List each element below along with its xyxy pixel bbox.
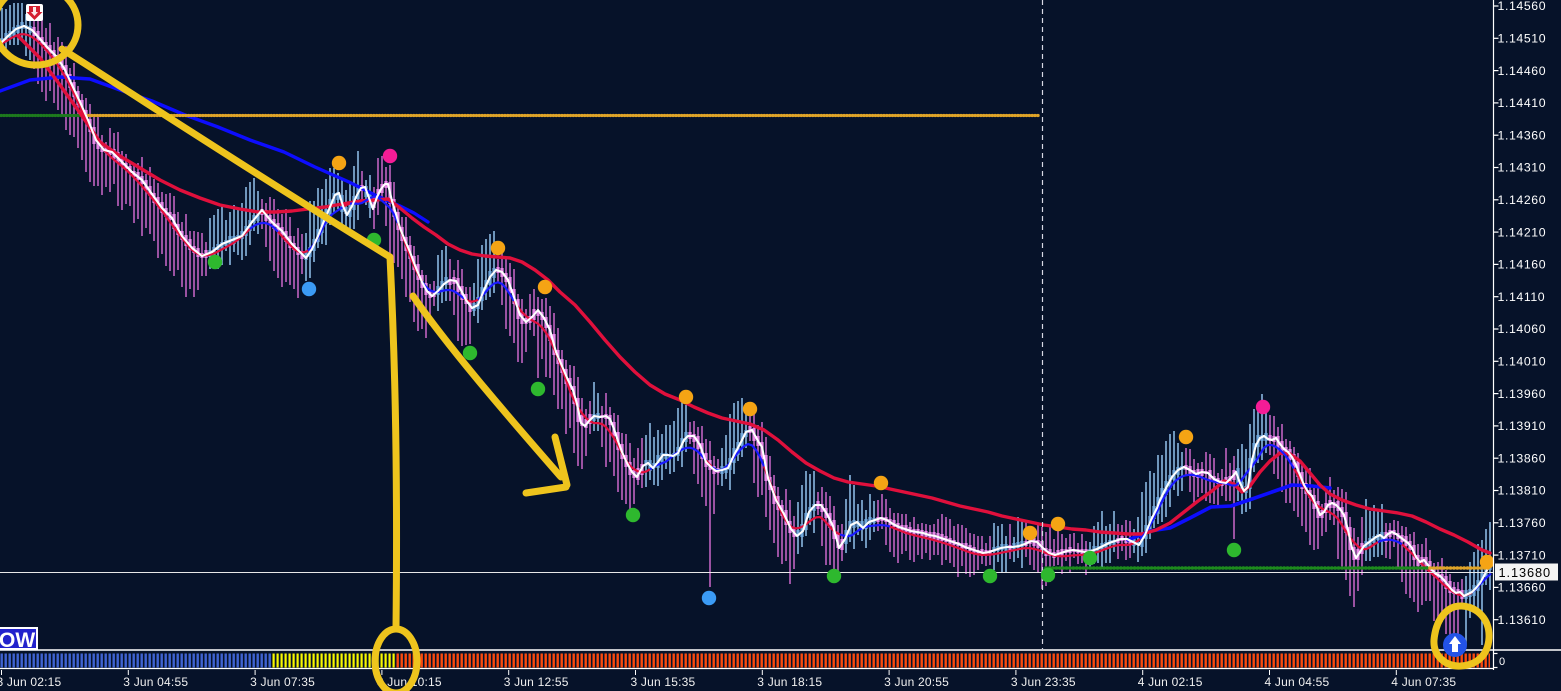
svg-text:1.14260: 1.14260 bbox=[1498, 193, 1547, 207]
svg-text:1.14510: 1.14510 bbox=[1498, 32, 1547, 46]
svg-text:3 Jun 23:35: 3 Jun 23:35 bbox=[1011, 675, 1076, 689]
svg-text:4 Jun 02:15: 4 Jun 02:15 bbox=[1138, 675, 1203, 689]
svg-text:3 Jun 18:15: 3 Jun 18:15 bbox=[757, 675, 822, 689]
svg-text:3 Jun 02:15: 3 Jun 02:15 bbox=[0, 675, 62, 689]
svg-text:1.13910: 1.13910 bbox=[1498, 419, 1547, 433]
svg-text:3 Jun 04:55: 3 Jun 04:55 bbox=[123, 675, 188, 689]
svg-text:1.13760: 1.13760 bbox=[1498, 516, 1547, 530]
svg-text:1.14010: 1.14010 bbox=[1498, 355, 1547, 369]
svg-text:1.14310: 1.14310 bbox=[1498, 161, 1547, 175]
svg-text:3 Jun 15:35: 3 Jun 15:35 bbox=[631, 675, 696, 689]
svg-text:1.14160: 1.14160 bbox=[1498, 258, 1547, 272]
svg-text:4 Jun 07:35: 4 Jun 07:35 bbox=[1391, 675, 1456, 689]
svg-text:1.14110: 1.14110 bbox=[1498, 290, 1546, 304]
svg-text:OW: OW bbox=[0, 629, 35, 652]
svg-text:1.13810: 1.13810 bbox=[1498, 484, 1547, 498]
svg-text:1.13610: 1.13610 bbox=[1498, 613, 1547, 627]
svg-text:1.14560: 1.14560 bbox=[1498, 0, 1547, 13]
svg-text:4 Jun 04:55: 4 Jun 04:55 bbox=[1265, 675, 1330, 689]
svg-text:1.14410: 1.14410 bbox=[1498, 96, 1547, 110]
svg-text:1.14210: 1.14210 bbox=[1498, 225, 1547, 239]
svg-text:1.13710: 1.13710 bbox=[1498, 548, 1547, 562]
svg-text:1.13680: 1.13680 bbox=[1499, 565, 1552, 580]
svg-text:1.13960: 1.13960 bbox=[1498, 387, 1547, 401]
svg-text:0: 0 bbox=[1499, 656, 1505, 668]
svg-text:1.14360: 1.14360 bbox=[1498, 128, 1547, 142]
svg-text:1.13660: 1.13660 bbox=[1498, 581, 1547, 595]
svg-text:3 Jun 07:35: 3 Jun 07:35 bbox=[250, 675, 315, 689]
svg-text:1.14460: 1.14460 bbox=[1498, 64, 1547, 78]
svg-text:1.13860: 1.13860 bbox=[1498, 451, 1547, 465]
svg-text:1.14060: 1.14060 bbox=[1498, 322, 1547, 336]
svg-text:3 Jun 12:55: 3 Jun 12:55 bbox=[504, 675, 569, 689]
svg-text:3 Jun 20:55: 3 Jun 20:55 bbox=[884, 675, 949, 689]
